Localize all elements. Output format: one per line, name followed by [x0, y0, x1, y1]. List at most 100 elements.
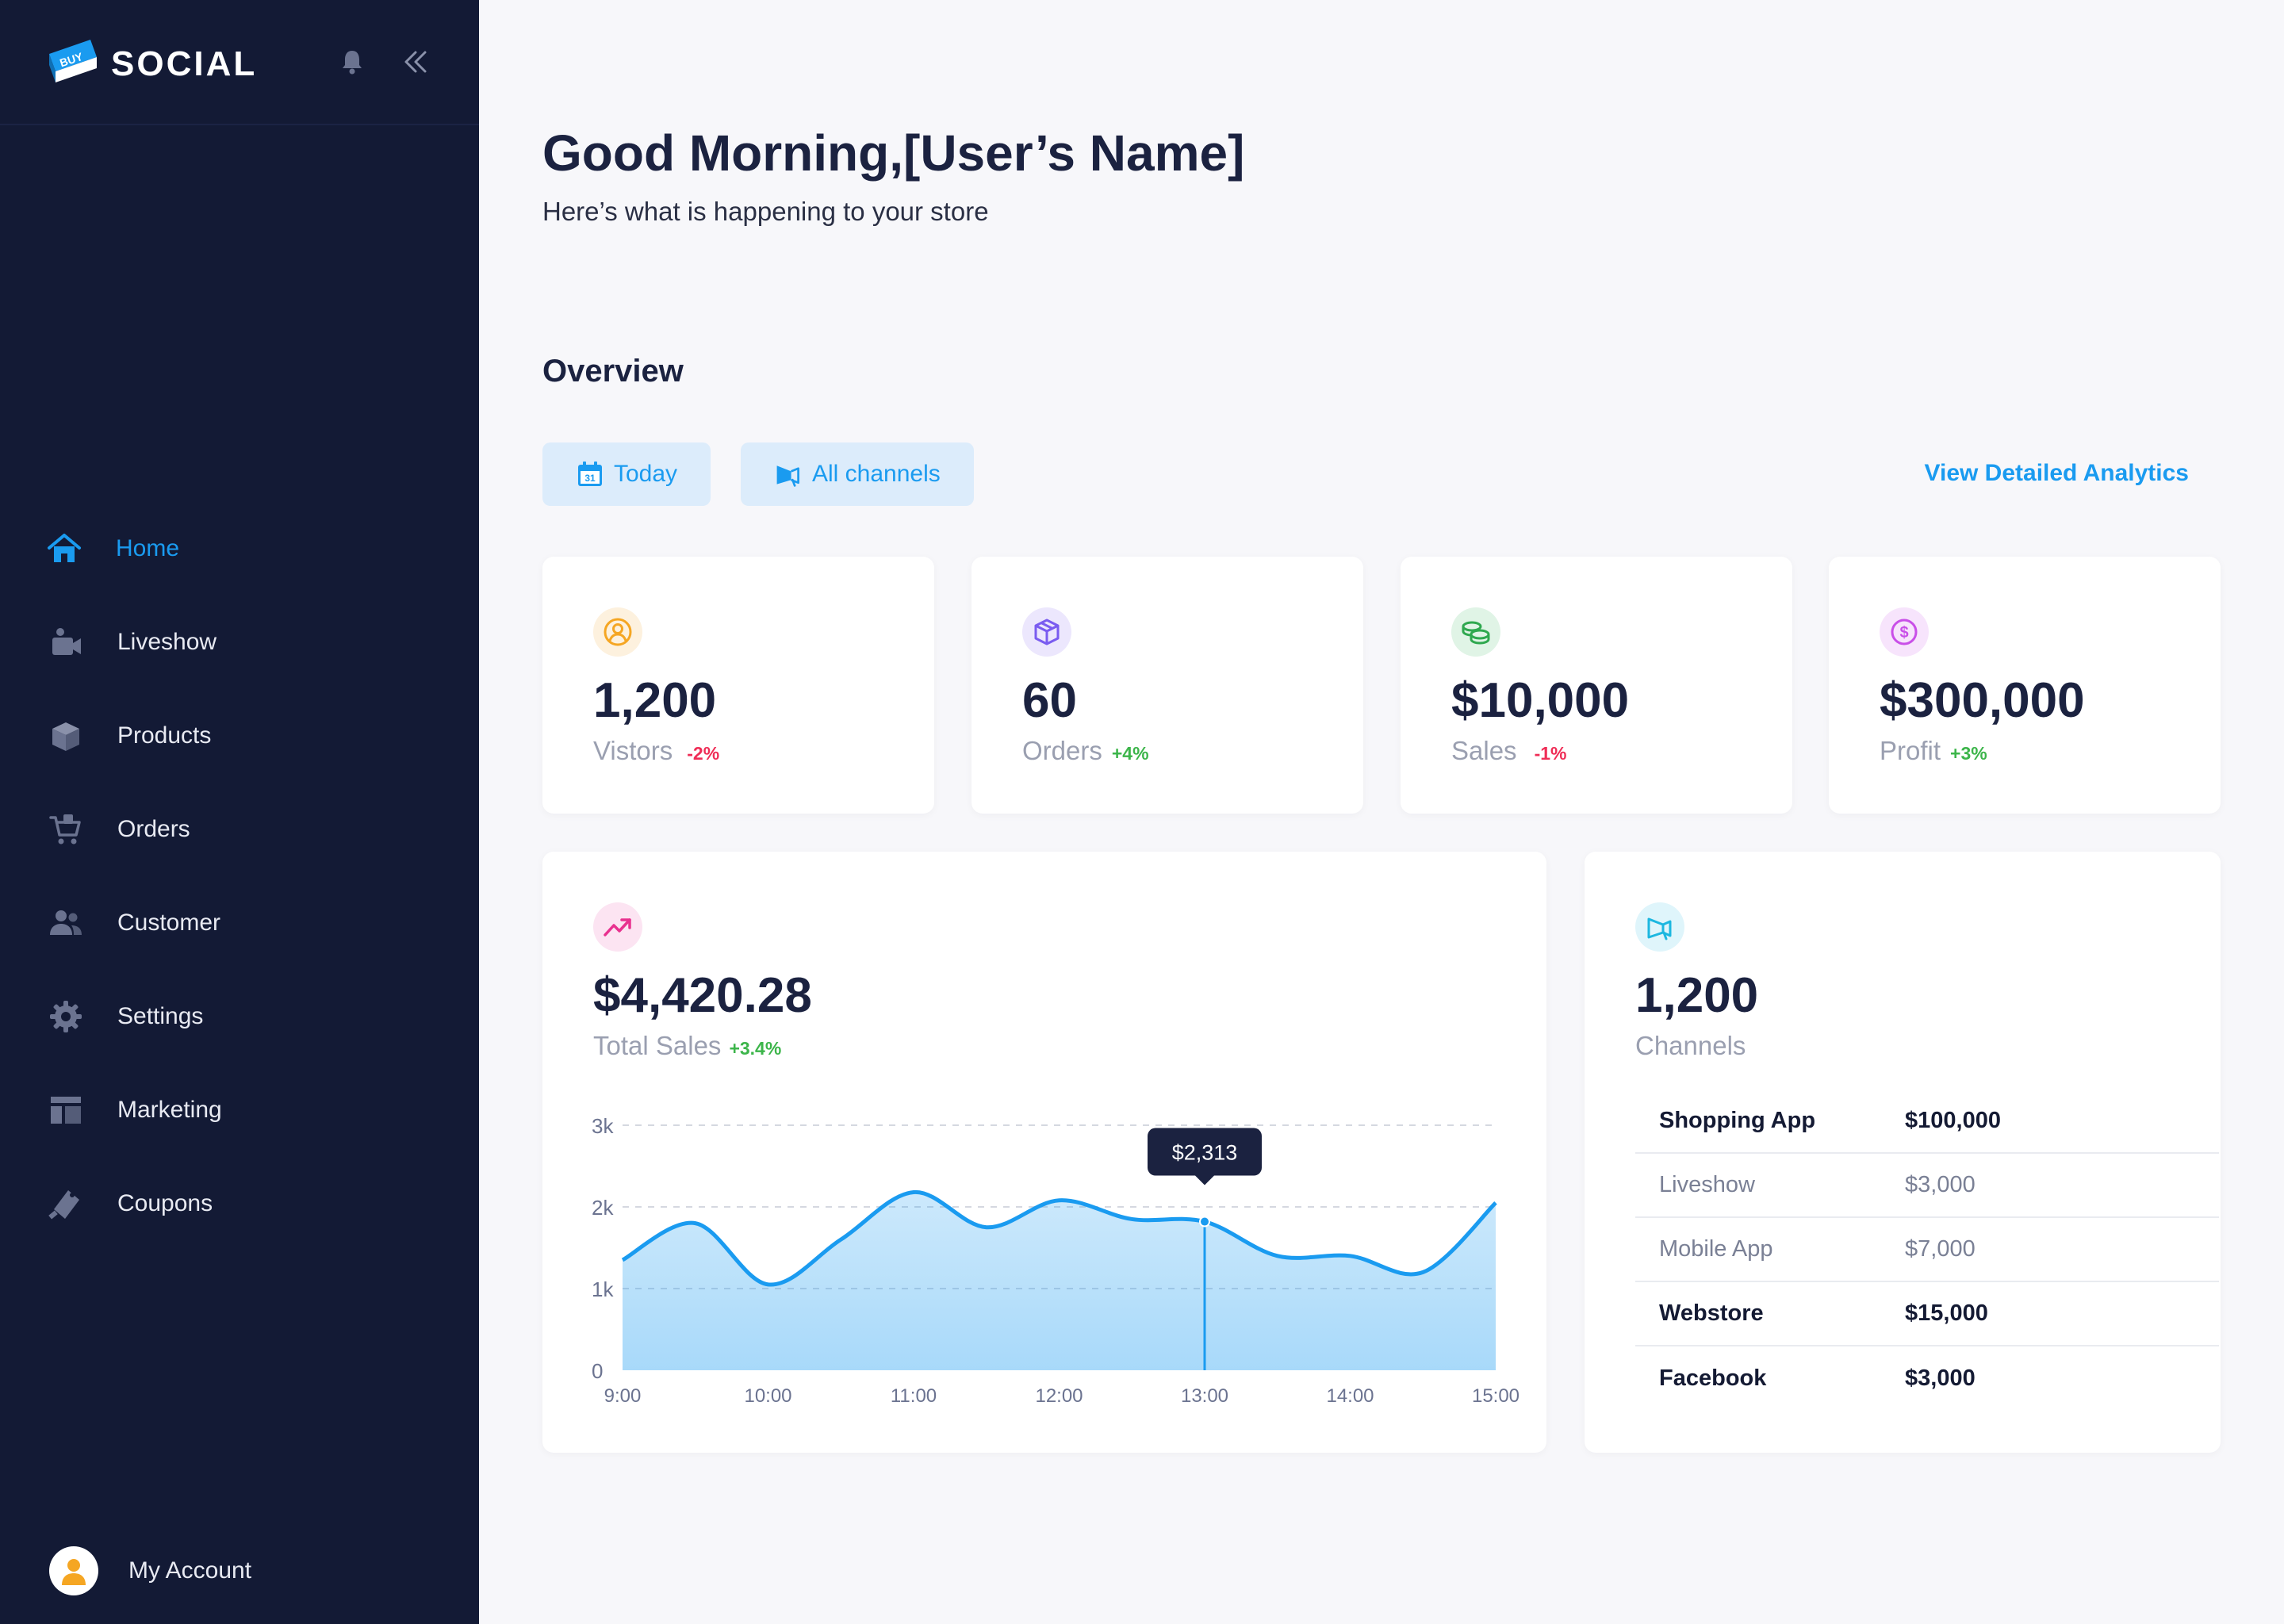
view-detailed-analytics-link[interactable]: View Detailed Analytics — [1924, 460, 2189, 486]
user-icon — [62, 1559, 86, 1585]
date-filter-button[interactable]: 31 Today — [542, 442, 711, 506]
profit-card: $ $300,000 Profit +3% — [1829, 557, 2221, 814]
sidebar-item-label: Customer — [117, 910, 221, 936]
y-tick-label: 2k — [592, 1196, 614, 1220]
tooltip-label: $2,313 — [1172, 1141, 1238, 1165]
sidebar-item-coupons[interactable]: Coupons — [48, 1180, 444, 1228]
stat-label: Vistors — [593, 736, 673, 765]
avatar — [49, 1546, 98, 1595]
channel-name: Webstore — [1659, 1300, 1764, 1326]
box-icon — [48, 718, 84, 754]
sidebar-item-label: Home — [116, 535, 180, 561]
stat-label: Sales — [1451, 736, 1517, 765]
account-label: My Account — [128, 1557, 252, 1584]
x-tick-label: 9:00 — [604, 1385, 642, 1407]
camera-icon — [48, 624, 84, 661]
orders-card: 60 Orders +4% — [971, 557, 1363, 814]
channels-table: Shopping App $100,000 Liveshow $3,000 Mo… — [1635, 1090, 2219, 1411]
logo-text: SOCIAL — [111, 44, 258, 83]
package-icon — [1022, 607, 1071, 657]
change-badge: -1% — [1534, 743, 1567, 764]
change-badge: +3.4% — [729, 1038, 782, 1059]
gear-icon — [48, 998, 84, 1035]
table-row[interactable]: Webstore $15,000 — [1635, 1282, 2219, 1346]
megaphone-icon — [1635, 902, 1684, 952]
sidebar-item-settings[interactable]: Settings — [48, 993, 444, 1040]
total-sales-value: $4,420.28 — [593, 968, 812, 1023]
stat-label: Profit — [1880, 736, 1941, 765]
users-icon — [48, 905, 84, 941]
trend-up-icon — [593, 902, 642, 952]
bell-icon[interactable] — [336, 46, 368, 78]
channel-amount: $3,000 — [1905, 1365, 1976, 1391]
dollar-circle-icon: $ — [1880, 607, 1929, 657]
stat-label: Total Sales — [593, 1031, 722, 1060]
channel-amount: $3,000 — [1905, 1172, 1976, 1197]
channel-name: Shopping App — [1659, 1108, 1816, 1133]
table-row[interactable]: Liveshow $3,000 — [1635, 1154, 2219, 1218]
sidebar-item-marketing[interactable]: Marketing — [48, 1086, 444, 1134]
date-filter-label: Today — [614, 461, 678, 487]
channel-amount: $7,000 — [1905, 1236, 1976, 1262]
cart-icon — [48, 811, 84, 848]
sales-line — [621, 1189, 1497, 1287]
sales-label: Sales -1% — [1451, 736, 1566, 766]
svg-text:$: $ — [1899, 624, 1908, 642]
y-tick-label: 1k — [592, 1277, 614, 1301]
channel-amount: $15,000 — [1905, 1300, 1988, 1326]
sidebar-item-customer[interactable]: Customer — [48, 899, 444, 947]
profit-value: $300,000 — [1880, 673, 2085, 728]
page-subtitle: Here’s what is happening to your store — [542, 197, 989, 226]
visitors-card: 1,200 Vistors -2% — [542, 557, 934, 814]
user-circle-icon — [593, 607, 642, 657]
channels-value: 1,200 — [1635, 968, 1759, 1023]
orders-label: Orders +4% — [1022, 736, 1149, 766]
tooltip-box — [1148, 1128, 1262, 1176]
channel-name: Mobile App — [1659, 1236, 1773, 1262]
sidebar-item-label: Orders — [117, 816, 190, 842]
sidebar-item-home[interactable]: Home — [46, 525, 443, 573]
x-tick-label: 13:00 — [1181, 1385, 1228, 1407]
sidebar-item-label: Marketing — [117, 1097, 222, 1123]
profit-label: Profit +3% — [1880, 736, 1987, 766]
channels-label: Channels — [1635, 1031, 1746, 1060]
x-tick-label: 10:00 — [744, 1385, 791, 1407]
channel-filter-label: All channels — [812, 461, 941, 487]
page-title: Good Morning,[User’s Name] — [542, 124, 1245, 182]
y-tick-label: 0 — [592, 1359, 603, 1383]
megaphone-icon — [774, 460, 803, 488]
table-row[interactable]: Mobile App $7,000 — [1635, 1218, 2219, 1282]
channel-filter-button[interactable]: All channels — [741, 442, 974, 506]
x-tick-label: 15:00 — [1472, 1385, 1519, 1407]
sidebar-item-label: Liveshow — [117, 629, 217, 655]
my-account[interactable]: My Account — [49, 1546, 251, 1595]
layout-icon — [48, 1092, 84, 1128]
channel-amount: $100,000 — [1905, 1108, 2001, 1133]
sales-card: $10,000 Sales -1% — [1401, 557, 1792, 814]
table-row[interactable]: Shopping App $100,000 — [1635, 1090, 2219, 1154]
total-sales-label: Total Sales +3.4% — [593, 1031, 781, 1061]
sidebar: BUY SOCIAL Home Liveshow — [0, 0, 479, 1624]
sidebar-item-products[interactable]: Products — [48, 712, 444, 760]
sales-chart: 0 1k 2k 3k 9:00 10:00 11:00 12:00 13:00 14:00 15:0… — [592, 1114, 1519, 1407]
y-tick-label: 3k — [592, 1114, 614, 1138]
total-sales-card: $4,420.28 Total Sales +3.4% 0 1k 2k 3k 9:00 10… — [542, 852, 1546, 1453]
channel-name: Facebook — [1659, 1365, 1767, 1391]
stat-label: Orders — [1022, 736, 1102, 765]
sidebar-item-orders[interactable]: Orders — [48, 806, 444, 853]
x-tick-label: 14:00 — [1326, 1385, 1374, 1407]
sidebar-item-label: Settings — [117, 1003, 204, 1029]
calendar-icon: 31 — [576, 460, 604, 488]
table-row[interactable]: Facebook $3,000 — [1635, 1346, 2219, 1411]
sales-area — [623, 1192, 1496, 1370]
tooltip-arrow — [1195, 1175, 1214, 1185]
calendar-day: 31 — [584, 473, 596, 484]
sidebar-header: BUY SOCIAL — [0, 0, 479, 125]
visitors-value: 1,200 — [593, 673, 717, 728]
sidebar-item-liveshow[interactable]: Liveshow — [48, 619, 444, 666]
x-tick-label: 12:00 — [1035, 1385, 1083, 1407]
visitors-label: Vistors -2% — [593, 736, 719, 766]
sidebar-item-label: Products — [117, 722, 212, 749]
logo-icon: BUY — [49, 40, 97, 82]
collapse-sidebar-icon[interactable] — [398, 46, 430, 78]
